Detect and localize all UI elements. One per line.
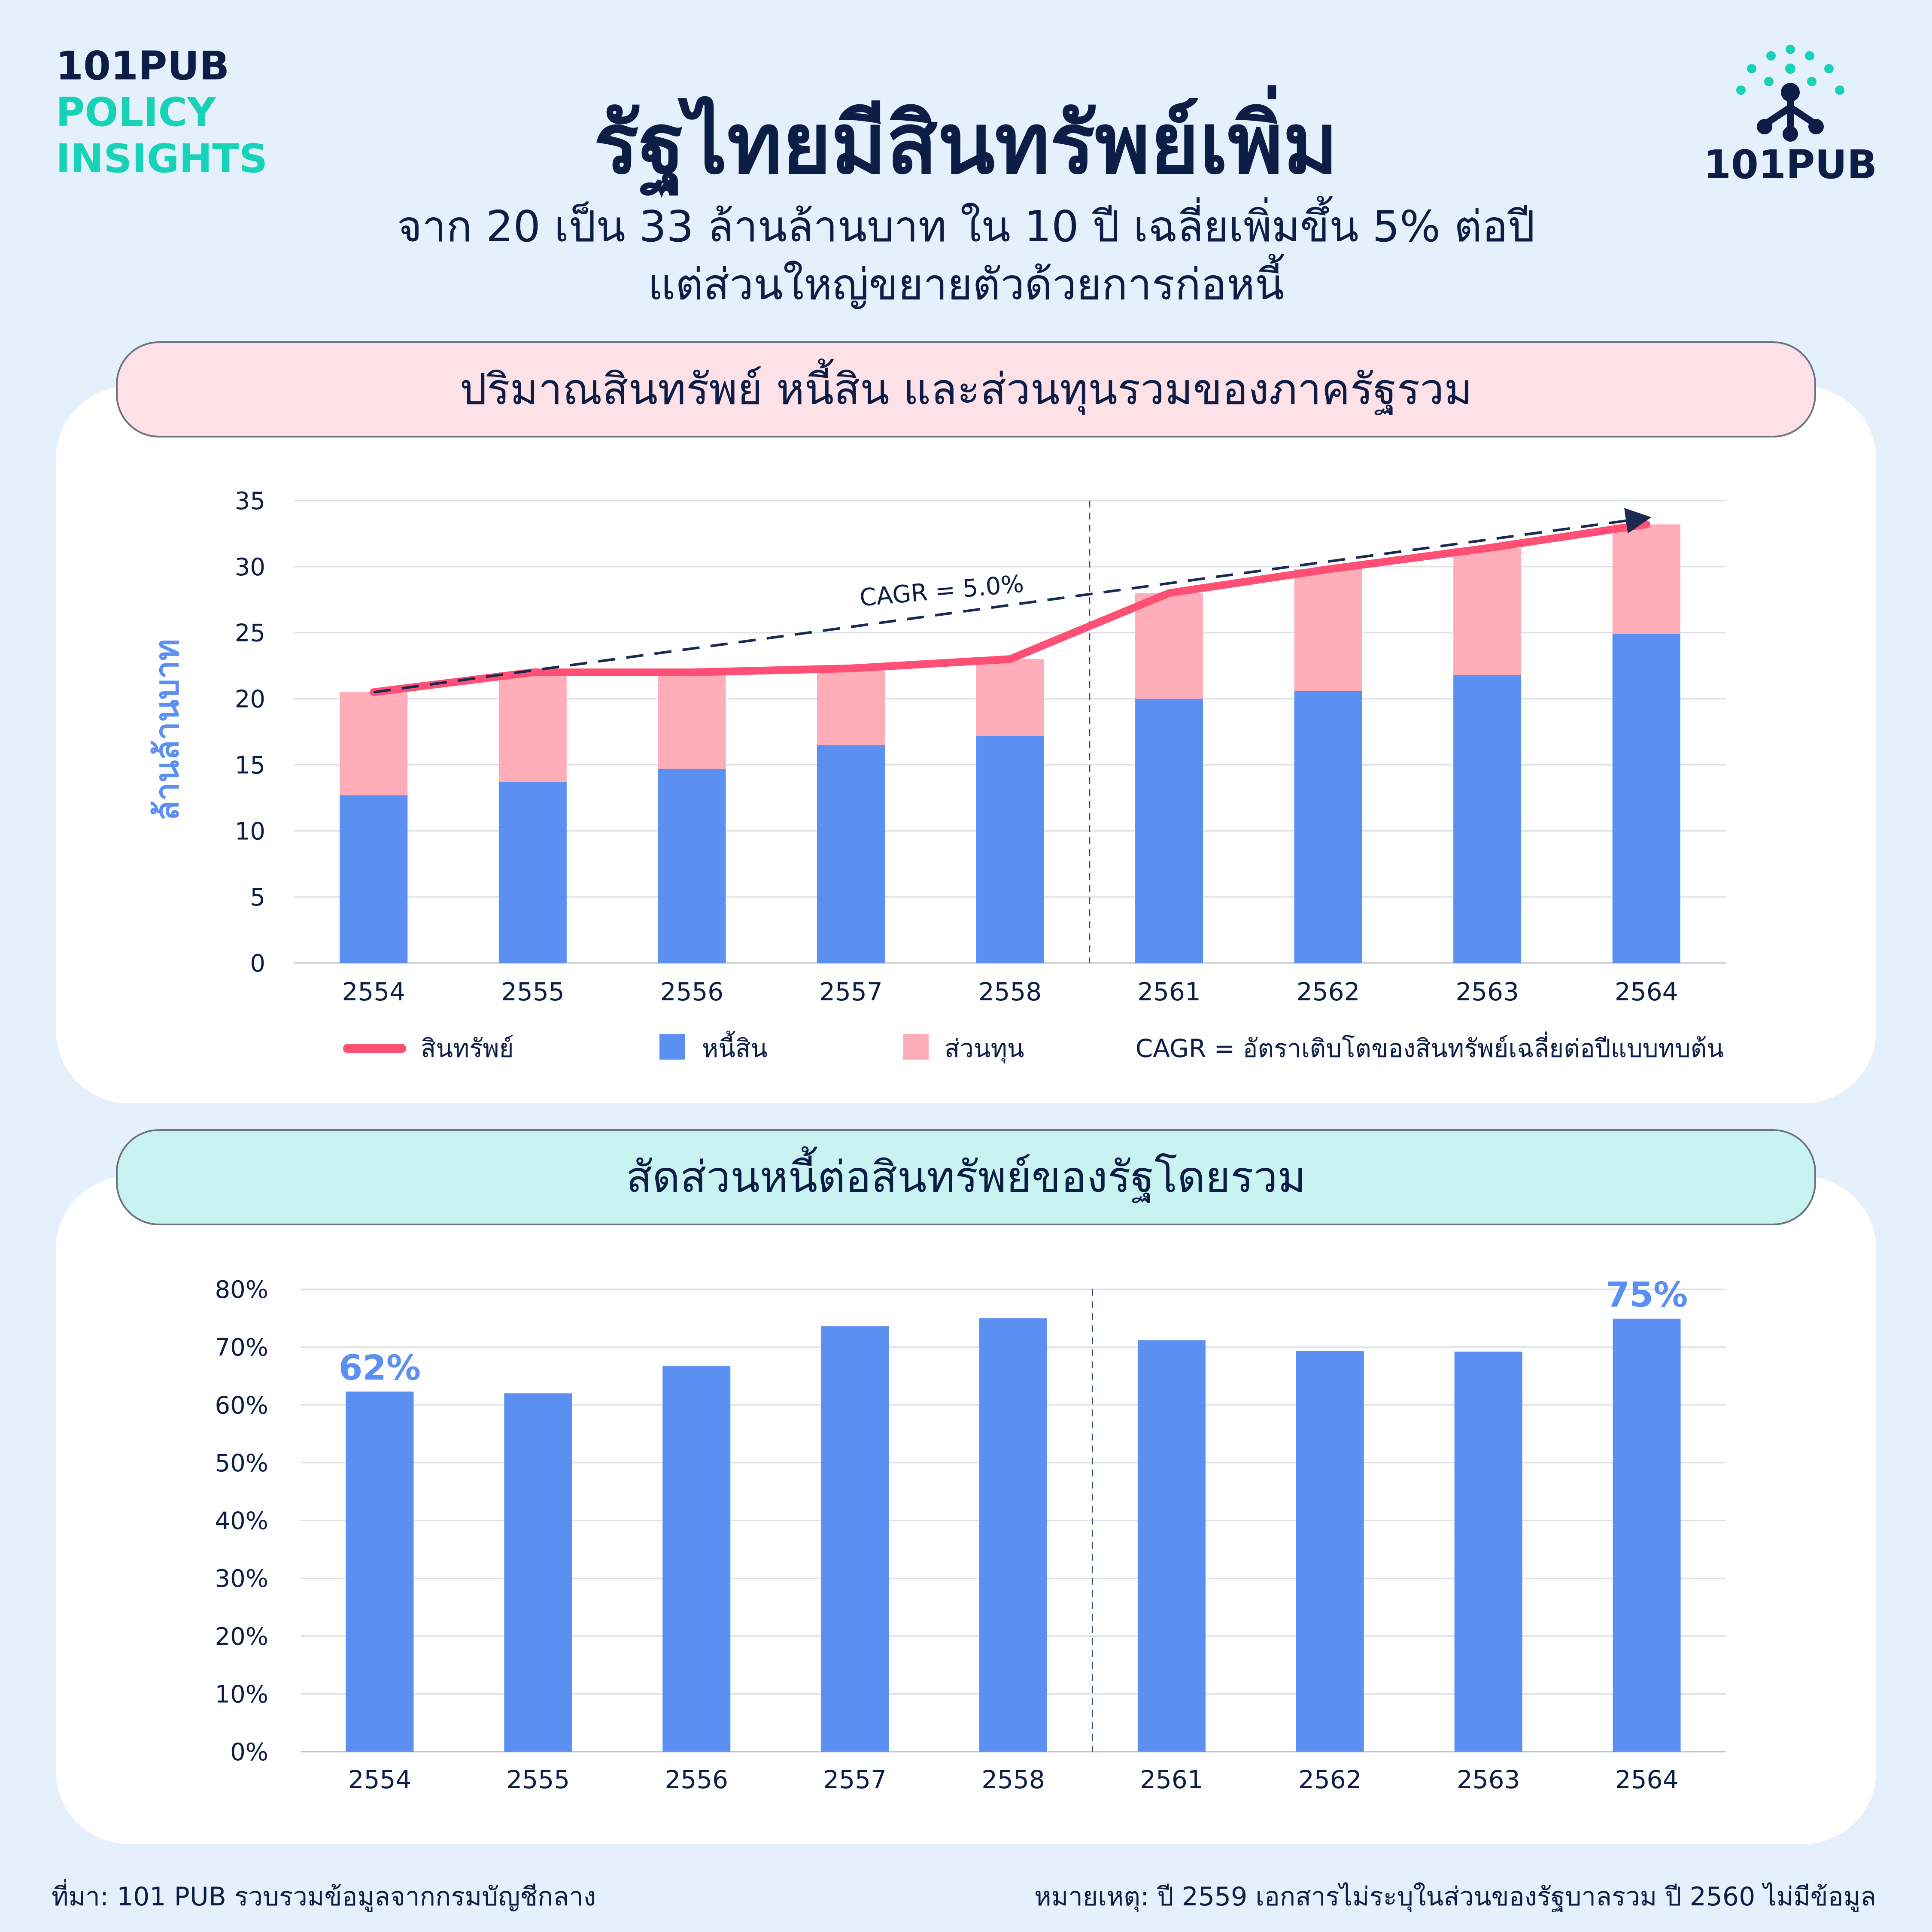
y-tick-label: 0% (230, 1738, 268, 1766)
legend-label-liability: หนี้สิน (702, 1031, 768, 1063)
brand-line-policy: POLICY (56, 89, 216, 135)
x-tick-label: 2558 (981, 1765, 1045, 1794)
debt-to-asset-chart: 0% 10% 20% 30% 40% 50% 60% 70% 80% 2554 62% 2555 255… (215, 1275, 1726, 1794)
x-tick-label: 2556 (660, 977, 724, 1006)
bar-liability-2563 (1453, 675, 1522, 963)
bar-liability-2556 (658, 769, 726, 963)
bar-equity-2562 (1294, 569, 1362, 691)
brand-block: 101PUB POLICY INSIGHTS (56, 43, 267, 182)
y-tick-label: 35 (235, 487, 265, 515)
x-tick-label: 2564 (1615, 1765, 1679, 1794)
bar-equity-2554 (340, 692, 408, 796)
bar-liability-2564 (1612, 634, 1680, 963)
bar-ratio-2556 (662, 1366, 731, 1752)
page-title: รัฐไทยมีสินทรัพย์เพิ่ม (594, 95, 1338, 192)
footer-note: หมายเหตุ: ปี 2559 เอกสารไม่ระบุในส่วนของ… (1034, 1882, 1876, 1912)
y-tick-label: 15 (235, 751, 265, 779)
cagr-trend-arrow (373, 508, 1652, 694)
bar-ratio-2564 (1613, 1318, 1681, 1752)
y-tick-label: 30 (235, 553, 265, 581)
bar-liability-2558 (976, 735, 1044, 963)
bar-ratio-2554 (346, 1391, 414, 1752)
y-tick-label: 40% (215, 1507, 268, 1535)
bar-equity-2563 (1453, 548, 1522, 675)
bar-equity-2555 (498, 672, 567, 782)
legend-swatch-liability (659, 1034, 685, 1060)
logo-text: 101PUB (1704, 142, 1877, 185)
bar-ratio-2555 (504, 1393, 572, 1752)
asset-line (370, 520, 1650, 696)
bar-equity-2561 (1135, 593, 1203, 699)
panel-2-heading: สัดส่วนหนี้ต่อสินทรัพย์ของรัฐโดยรวม (116, 1129, 1816, 1225)
y-tick-label: 10 (235, 817, 265, 845)
bar-liability-2554 (340, 795, 408, 963)
assets-liabilities-chart: 0 5 10 15 20 25 30 35 2554 2555 2556 2557 2558 2561 25… (148, 487, 1726, 1064)
legend-label-equity: ส่วนทุน (945, 1034, 1024, 1064)
x-tick-label: 2563 (1455, 977, 1519, 1006)
y-tick-label: 70% (215, 1334, 268, 1362)
x-tick-label: 2561 (1137, 977, 1201, 1006)
data-label-2564: 75% (1606, 1275, 1688, 1315)
data-label-2554: 62% (339, 1348, 421, 1388)
x-tick-label: 2562 (1298, 1765, 1362, 1794)
x-tick-label: 2554 (342, 977, 405, 1006)
subtitle-line-2: แต่ส่วนใหญ่ขยายตัวด้วยการก่อหนี้ (647, 259, 1285, 310)
bar-liability-2562 (1294, 691, 1362, 963)
x-tick-label: 2557 (819, 977, 883, 1006)
bar-ratio-2558 (979, 1318, 1047, 1752)
brand-line-insights: INSIGHTS (56, 136, 268, 182)
x-tick-label: 2554 (348, 1765, 412, 1794)
x-tick-label: 2558 (978, 977, 1042, 1006)
panel-1-heading: ปริมาณสินทรัพย์ หนี้สิน และส่วนทุนรวมของ… (116, 341, 1816, 437)
brand-line-101pub: 101PUB (56, 43, 230, 89)
footer-source: ที่มา: 101 PUB รวบรวมข้อมูลจากกรมบัญชีกล… (52, 1882, 596, 1912)
y-tick-label: 30% (215, 1565, 268, 1593)
y-tick-label: 20 (235, 686, 265, 714)
legend-label-asset: สินทรัพย์ (421, 1034, 514, 1063)
x-tick-label: 2563 (1457, 1765, 1520, 1794)
y-axis-label: ล้านล้านบาท (148, 639, 186, 820)
x-tick-label: 2564 (1615, 977, 1678, 1006)
x-tick-label: 2561 (1140, 1765, 1203, 1794)
y-tick-label: 50% (215, 1449, 268, 1477)
y-tick-label: 0 (250, 950, 265, 978)
page-subtitle: จาก 20 เป็น 33 ล้านล้านบาท ใน 10 ปี เฉลี… (0, 197, 1932, 313)
bar-ratio-2561 (1137, 1340, 1206, 1752)
logo: 101PUB (1700, 39, 1880, 188)
subtitle-line-1: จาก 20 เป็น 33 ล้านล้านบาท ใน 10 ปี เฉลี… (397, 201, 1535, 252)
bar-ratio-2562 (1296, 1351, 1364, 1752)
x-tick-label: 2555 (507, 1765, 570, 1794)
x-tick-label: 2556 (665, 1765, 728, 1794)
bar-equity-2557 (817, 668, 885, 745)
bar-equity-2564 (1612, 524, 1680, 634)
y-tick-label: 10% (215, 1680, 268, 1708)
x-tick-label: 2562 (1297, 977, 1360, 1006)
legend-cagr-note: CAGR = อัตราเติบโตของสินทรัพย์เฉลี่ยต่อป… (1136, 1031, 1724, 1063)
bar-equity-2558 (976, 659, 1044, 736)
y-tick-label: 80% (215, 1276, 268, 1304)
bar-ratio-2563 (1454, 1352, 1522, 1752)
bar-liability-2561 (1135, 699, 1203, 963)
network-node-icon: 101PUB (1704, 45, 1877, 188)
bar-liability-2557 (817, 745, 885, 963)
bar-liability-2555 (498, 782, 567, 963)
x-tick-label: 2555 (501, 977, 565, 1006)
y-tick-label: 20% (215, 1623, 268, 1651)
bar-equity-2556 (658, 672, 726, 769)
x-tick-label: 2557 (823, 1765, 887, 1794)
bar-ratio-2557 (821, 1326, 889, 1752)
y-tick-label: 60% (215, 1391, 268, 1419)
y-tick-label: 5 (250, 884, 265, 911)
legend-swatch-equity (903, 1034, 929, 1060)
y-tick-label: 25 (235, 620, 265, 647)
